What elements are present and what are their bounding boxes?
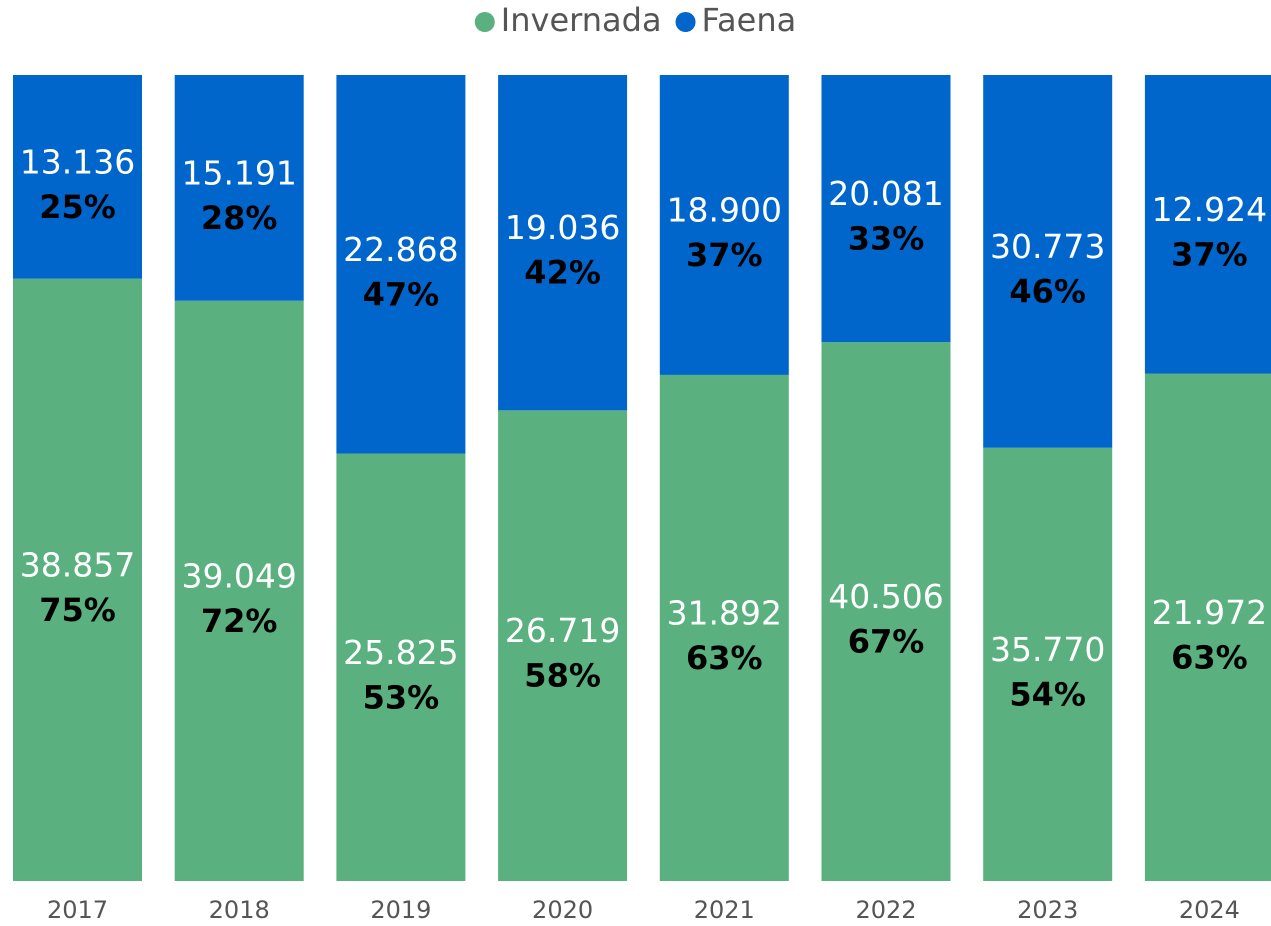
bar-segment bbox=[498, 75, 628, 411]
legend-label: Invernada bbox=[501, 1, 662, 39]
bar-segment bbox=[13, 278, 142, 882]
share-label: 58% bbox=[524, 657, 601, 695]
share-label: 28% bbox=[201, 199, 278, 237]
share-label: 25% bbox=[39, 188, 116, 226]
x-tick-label: 2023 bbox=[1017, 896, 1078, 924]
x-tick-label: 2017 bbox=[47, 896, 108, 924]
value-label: 35.770 bbox=[990, 630, 1105, 669]
value-label: 38.857 bbox=[20, 545, 135, 584]
bar-segment bbox=[336, 453, 466, 881]
x-tick-label: 2018 bbox=[209, 896, 270, 924]
legend-swatch bbox=[675, 12, 696, 32]
value-label: 22.868 bbox=[343, 230, 458, 269]
value-label: 19.036 bbox=[505, 208, 620, 247]
value-label: 25.825 bbox=[343, 633, 458, 672]
value-label: 20.081 bbox=[828, 174, 943, 213]
share-label: 67% bbox=[848, 623, 925, 661]
bar-segment bbox=[1144, 373, 1271, 881]
share-label: 72% bbox=[201, 602, 278, 640]
share-label: 63% bbox=[686, 639, 763, 677]
bar-segment bbox=[13, 75, 142, 279]
bar-segment bbox=[983, 447, 1113, 881]
value-label: 40.506 bbox=[828, 577, 943, 616]
value-label: 15.191 bbox=[181, 153, 296, 192]
share-label: 37% bbox=[686, 236, 763, 274]
x-tick-label: 2020 bbox=[532, 896, 593, 924]
bar-segment bbox=[983, 75, 1113, 448]
bar-segment bbox=[659, 374, 789, 881]
legend-label: Faena bbox=[702, 1, 797, 39]
bar-segment bbox=[1144, 75, 1271, 374]
bar-segment bbox=[336, 75, 466, 454]
value-label: 31.892 bbox=[667, 593, 782, 632]
x-tick-label: 2024 bbox=[1179, 896, 1240, 924]
bar-segment bbox=[821, 342, 951, 881]
share-label: 53% bbox=[363, 678, 440, 716]
x-tick-label: 2021 bbox=[694, 896, 755, 924]
bar-segment bbox=[174, 300, 304, 882]
share-label: 54% bbox=[1009, 675, 1086, 713]
bar-segment bbox=[821, 75, 951, 343]
value-label: 13.136 bbox=[20, 142, 135, 181]
value-label: 26.719 bbox=[505, 611, 620, 650]
bar-segment bbox=[174, 75, 304, 301]
share-label: 37% bbox=[1171, 235, 1248, 273]
value-label: 30.773 bbox=[990, 227, 1105, 266]
bar-segment bbox=[659, 75, 789, 375]
share-label: 75% bbox=[39, 591, 116, 629]
share-label: 42% bbox=[524, 254, 601, 292]
value-label: 21.972 bbox=[1152, 593, 1267, 632]
legend-swatch bbox=[474, 12, 495, 32]
value-label: 39.049 bbox=[181, 556, 296, 595]
share-label: 46% bbox=[1009, 272, 1086, 310]
value-label: 18.900 bbox=[667, 190, 782, 229]
share-label: 47% bbox=[363, 275, 440, 313]
value-label: 12.924 bbox=[1152, 190, 1267, 229]
x-tick-label: 2019 bbox=[370, 896, 431, 924]
share-label: 33% bbox=[848, 220, 925, 258]
share-label: 63% bbox=[1171, 638, 1248, 676]
x-tick-label: 2022 bbox=[855, 896, 916, 924]
bar-segment bbox=[498, 410, 628, 881]
